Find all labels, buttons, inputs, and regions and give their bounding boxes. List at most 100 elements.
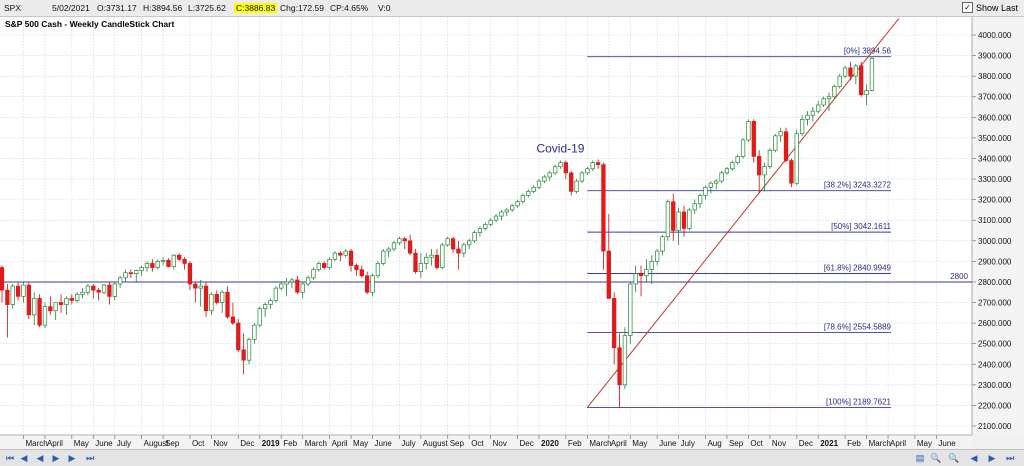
candle-up	[198, 285, 203, 289]
candle-up	[714, 180, 719, 184]
candle-up	[697, 195, 703, 205]
x-tick-label: Dec	[240, 439, 254, 448]
end-bar-icon[interactable]: ⏭	[1005, 453, 1015, 463]
x-tick-label: Dec	[799, 439, 813, 448]
candle-down	[91, 285, 96, 291]
candle-down	[359, 269, 364, 277]
change-value: Chg:172.59	[280, 3, 324, 13]
candle-up	[542, 176, 547, 182]
play-icon[interactable]: ◀	[36, 453, 44, 463]
candlestick-chart[interactable]: 4000.000 3900.000 3800.000 3700.000 3600.000…	[0, 17, 1024, 449]
scroll-right-icon[interactable]: ◀	[970, 453, 978, 463]
candle-up	[633, 273, 638, 285]
scroll-left-icon[interactable]: ▤	[915, 453, 925, 463]
symbol-label: SPX	[4, 3, 22, 13]
candle-down	[365, 275, 370, 293]
chart-area[interactable]: 4000.000 3900.000 3800.000 3700.000 3600.000…	[0, 17, 1024, 466]
last-icon[interactable]: ▶	[68, 453, 76, 463]
candle-up	[391, 242, 397, 250]
first-icon[interactable]: ⏮	[5, 453, 15, 463]
candle-down	[203, 285, 209, 312]
x-tick-label: March	[305, 439, 327, 448]
fib-level-label: [0%] 3894.56	[844, 47, 892, 56]
candle-up	[343, 250, 348, 256]
candle-down	[0, 267, 5, 291]
candle-up	[32, 298, 37, 316]
candle-up	[311, 269, 316, 279]
candle-down	[407, 240, 413, 254]
candle-down	[187, 263, 193, 285]
candle-up	[160, 259, 166, 262]
candle-down	[413, 252, 418, 273]
candle-down	[193, 283, 198, 289]
next-icon[interactable]: ▶	[52, 453, 60, 463]
candle-up	[268, 300, 273, 305]
candle-down	[402, 238, 407, 242]
candle-up	[53, 302, 58, 312]
y-tick-label: 3000.000	[978, 237, 1012, 246]
candle-down	[128, 272, 134, 275]
candle-up	[692, 203, 697, 211]
candle-up	[853, 65, 858, 77]
close-value: C:3886.83	[234, 3, 278, 13]
grid-lines	[0, 17, 972, 435]
show-last-checkbox[interactable]: ✓	[961, 2, 973, 13]
candle-down	[230, 316, 236, 324]
candle-up	[445, 238, 450, 246]
x-tick-label: August	[144, 439, 170, 448]
x-tick-label: May	[632, 439, 647, 448]
x-tick-label: July	[401, 439, 415, 448]
end-icon[interactable]: ▶	[988, 453, 996, 463]
show-last-label: Show Last	[975, 2, 1018, 13]
candle-up	[628, 283, 633, 336]
x-tick-label: May	[74, 439, 89, 448]
candle-up	[520, 195, 526, 203]
candle-up	[262, 304, 268, 310]
prev-icon[interactable]: ◀	[20, 453, 28, 463]
candle-down	[107, 284, 112, 297]
y-tick-label: 2100.000	[978, 422, 1012, 431]
candle-up	[574, 180, 579, 192]
y-tick-label: 3600.000	[978, 113, 1012, 122]
candle-up	[869, 57, 875, 91]
candle-up	[778, 131, 783, 137]
candle-up	[767, 149, 773, 168]
candle-down	[751, 121, 756, 157]
zoom-reset-icon[interactable]: 🔍	[948, 453, 960, 463]
candle-up	[493, 215, 499, 221]
y-tick-label: 4000.000	[978, 31, 1012, 40]
candle-down	[783, 131, 789, 161]
candle-up	[171, 254, 176, 267]
candle-up	[257, 308, 262, 326]
candle-up	[821, 98, 826, 106]
candle-up	[397, 238, 402, 244]
candle-down	[434, 254, 440, 268]
candle-up	[735, 156, 740, 163]
show-last-toggle[interactable]: ✓ Show Last	[961, 2, 1018, 13]
fib-level-label: [78.6%] 2554.5889	[824, 322, 892, 331]
candle-down	[450, 238, 456, 250]
candle-up	[10, 285, 15, 305]
candle-up	[477, 228, 483, 233]
x-tick-label: July	[681, 439, 695, 448]
y-tick-label: 3800.000	[978, 72, 1012, 81]
candle-up	[42, 306, 48, 326]
x-tick-label: Dec	[520, 439, 534, 448]
zoom-out-icon[interactable]: ⏭	[85, 453, 95, 463]
fib-level-label: [50%] 3042.1611	[831, 222, 891, 231]
candle-down	[638, 273, 644, 277]
candle-down	[182, 258, 187, 264]
candle-up	[381, 250, 386, 264]
candle-down	[236, 322, 241, 351]
zoom-in-icon[interactable]: 🔍	[930, 453, 942, 463]
chart-title: S&P 500 Cash - Weekly CandleStick Chart	[5, 19, 174, 29]
trendline	[586, 18, 900, 408]
candle-up	[467, 240, 472, 246]
x-tick-label: Feb	[283, 439, 297, 448]
x-tick-label: July	[117, 439, 131, 448]
candle-down	[617, 347, 622, 386]
candle-up	[139, 267, 144, 271]
candle-down	[5, 289, 10, 305]
x-tick-label: Nov	[772, 439, 786, 448]
candle-up	[112, 283, 117, 297]
